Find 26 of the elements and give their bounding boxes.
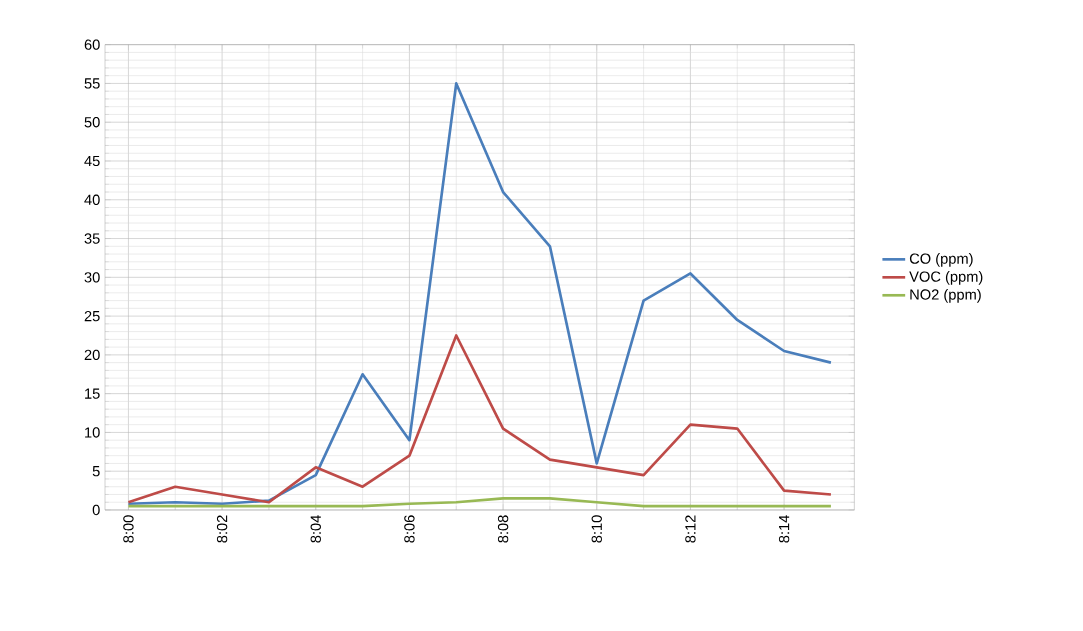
x-tick-label: 8:12 — [685, 515, 696, 543]
y-tick-label: 0 — [92, 504, 100, 516]
y-tick-label: 55 — [84, 78, 100, 89]
y-tick-label: 50 — [84, 117, 100, 128]
x-tick-label: 8:02 — [216, 515, 228, 543]
line-series — [127, 82, 833, 506]
y-tick-label: 10 — [85, 427, 100, 438]
y-tick-label: 25 — [84, 310, 100, 322]
legend-label: NO2 (ppm) — [910, 288, 981, 303]
x-tick-label: 8:14 — [778, 515, 790, 543]
x-tick-label: 8:08 — [497, 515, 509, 543]
y-tick-label: 5 — [92, 466, 100, 477]
y-tick-label: 40 — [84, 194, 100, 205]
legend-label: VOC (ppm) — [909, 271, 983, 285]
y-tick-label: 15 — [85, 388, 100, 399]
y-tick-label: 20 — [84, 349, 100, 361]
y-tick-label: 45 — [84, 155, 100, 167]
x-tick-label: 8:10 — [591, 515, 602, 543]
y-tick-label: 30 — [84, 272, 100, 283]
legend-label: CO (ppm) — [909, 253, 973, 267]
y-tick-label: 35 — [84, 233, 100, 244]
x-tick-label: 8:04 — [310, 515, 321, 543]
x-tick-label: 8:00 — [123, 515, 134, 543]
x-tick-label: 8:06 — [404, 515, 415, 543]
y-tick-label: 60 — [84, 39, 100, 50]
line-series — [127, 334, 833, 504]
